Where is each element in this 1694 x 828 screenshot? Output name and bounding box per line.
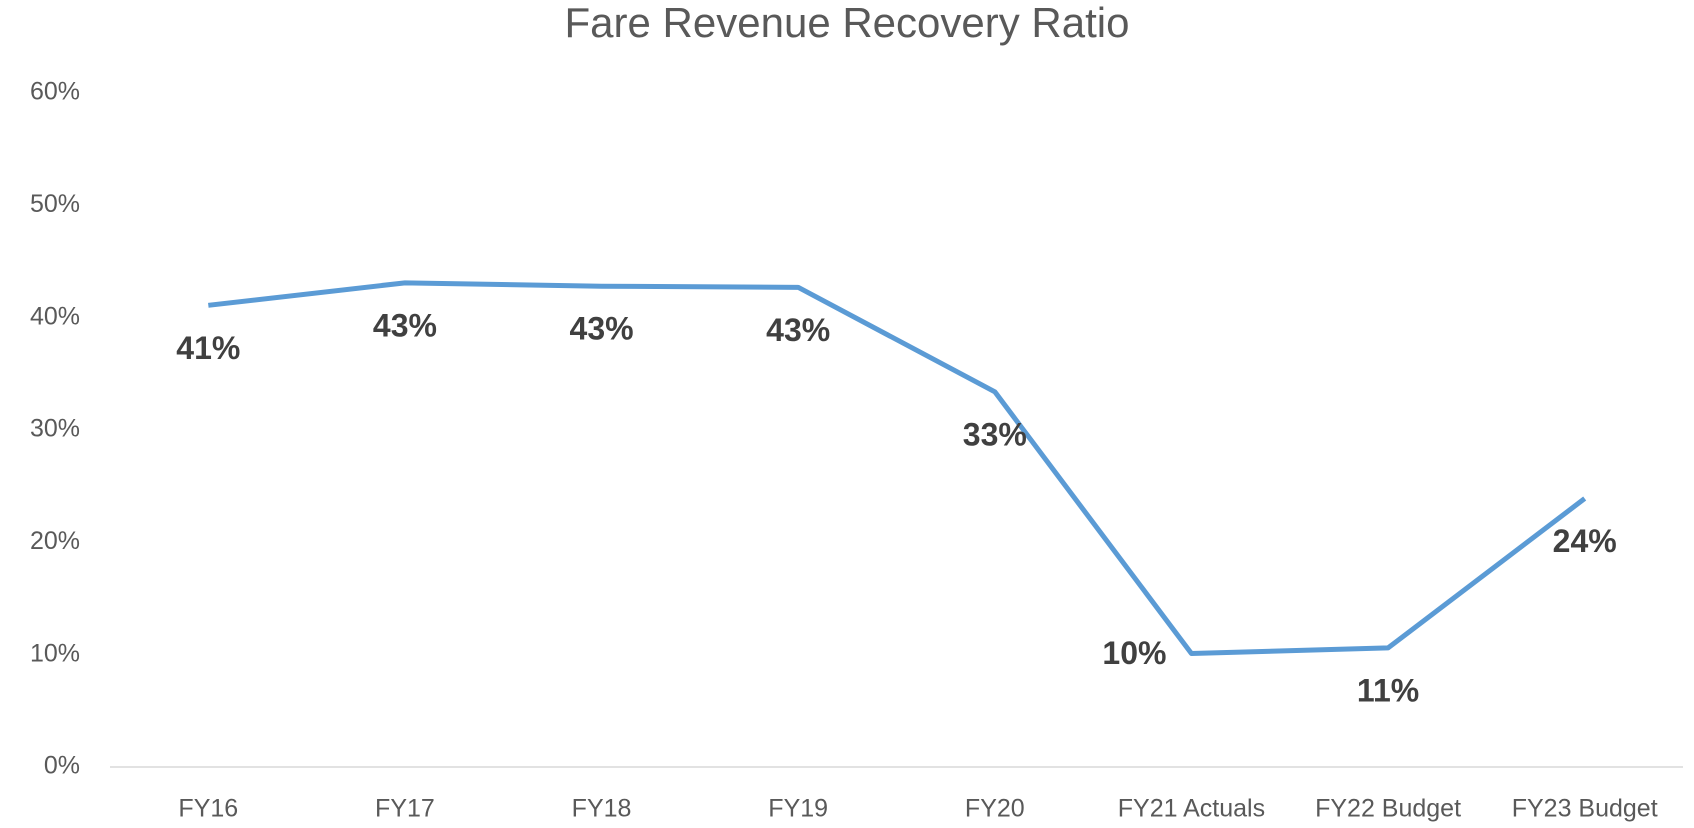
- x-tick-label: FY17: [375, 795, 435, 823]
- data-label: 11%: [1357, 672, 1419, 708]
- y-tick-label: 30%: [30, 415, 80, 443]
- data-label: 10%: [1102, 635, 1166, 671]
- line-series: [208, 280, 1587, 657]
- y-tick-label: 10%: [30, 639, 80, 667]
- chart-title: Fare Revenue Recovery Ratio: [565, 0, 1130, 46]
- y-tick-label: 50%: [30, 190, 80, 218]
- data-label: 43%: [570, 311, 634, 347]
- x-tick-label: FY18: [572, 795, 632, 823]
- x-tick-label: FY16: [178, 795, 238, 823]
- data-label: 24%: [1553, 523, 1617, 559]
- y-tick-label: 0%: [44, 752, 80, 780]
- y-tick-label: 40%: [30, 302, 80, 330]
- x-tick-label: FY22 Budget: [1315, 795, 1461, 823]
- y-tick-label: 60%: [30, 78, 80, 106]
- x-tick-label: FY20: [965, 795, 1025, 823]
- data-label: 43%: [373, 307, 437, 343]
- data-label: 43%: [766, 312, 830, 348]
- data-label: 41%: [176, 330, 240, 366]
- data-label: 33%: [963, 416, 1027, 452]
- x-tick-label: FY19: [768, 795, 828, 823]
- x-tick-label: FY23 Budget: [1512, 795, 1658, 823]
- y-tick-label: 20%: [30, 527, 80, 555]
- x-tick-label: FY21 Actuals: [1118, 795, 1265, 823]
